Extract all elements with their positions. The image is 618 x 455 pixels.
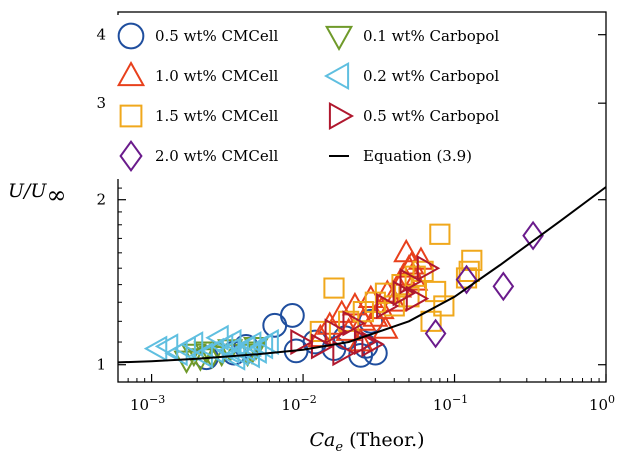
series-4 [424, 220, 544, 349]
x-axis-label: Cae (Theor.) [309, 429, 424, 455]
legend-item: 1.5 wt% CMCell [119, 104, 278, 128]
data-point [338, 310, 360, 332]
x-tick-label: 100 [589, 393, 615, 414]
legend-box [110, 15, 532, 179]
legend-item: 0.5 wt% CMCell [117, 22, 278, 50]
data-point [383, 295, 405, 317]
data-point [279, 303, 305, 328]
data-point [236, 342, 260, 369]
data-point [392, 280, 417, 307]
y-tick-label: 1 [96, 356, 106, 374]
legend-marker [119, 139, 143, 173]
data-point [424, 318, 447, 349]
legend-marker [328, 101, 355, 131]
legend-item: 0.2 wt% Carbopol [323, 61, 499, 91]
legend-item: 0.1 wt% Carbopol [324, 25, 499, 52]
data-point [255, 328, 279, 356]
legend-marker [324, 25, 354, 52]
legend-item: 2.0 wt% CMCell [119, 139, 278, 173]
data-point [405, 285, 430, 312]
legend-label: Equation (3.9) [363, 147, 472, 165]
data-point [416, 255, 441, 282]
legend-marker [119, 104, 143, 128]
y-tick-label: 3 [96, 94, 106, 112]
legend-label: 0.2 wt% Carbopol [363, 67, 499, 85]
x-tick-label: 10−3 [130, 393, 165, 414]
series-layer [143, 220, 544, 375]
data-point [361, 331, 385, 358]
y-tick-label: 2 [96, 191, 106, 209]
axes-layer [117, 11, 607, 383]
series-6 [143, 324, 279, 371]
data-point [218, 328, 242, 356]
x-tick-label: 10−1 [433, 393, 468, 414]
legend-label: 1.0 wt% CMCell [155, 67, 278, 85]
data-point [324, 318, 349, 345]
data-point [249, 333, 274, 360]
data-point [433, 295, 455, 317]
equation-line-layer [117, 186, 607, 364]
data-point [143, 335, 168, 362]
data-point [332, 340, 356, 367]
data-point [429, 223, 451, 245]
legend-label: 1.5 wt% CMCell [155, 107, 278, 125]
data-point [455, 264, 478, 295]
legend-item: 1.0 wt% CMCell [116, 60, 278, 87]
series-7 [290, 255, 441, 367]
y-tick-label: 4 [96, 26, 106, 44]
legend-label: 0.5 wt% Carbopol [363, 107, 499, 125]
legend-item: 0.5 wt% Carbopol [328, 101, 499, 131]
data-point [461, 249, 483, 271]
equation-line [117, 186, 607, 364]
legend-marker [117, 22, 145, 50]
x-tick-label: 10−2 [281, 393, 316, 414]
data-point [205, 324, 229, 351]
data-point [238, 341, 266, 365]
data-point [290, 328, 314, 356]
data-point [399, 268, 423, 295]
y-axis-label: U/U∞ [8, 180, 66, 209]
legend-label: 0.5 wt% CMCell [155, 27, 278, 45]
plot-frame [117, 11, 607, 383]
data-point [376, 292, 400, 320]
legend-marker [323, 61, 350, 91]
legend-marker [116, 60, 146, 87]
legend-label: 2.0 wt% CMCell [155, 147, 278, 165]
data-point [342, 310, 366, 337]
data-point [310, 333, 335, 360]
data-point [402, 267, 429, 291]
data-point [323, 277, 345, 299]
data-point [179, 331, 204, 358]
legend-item: Equation (3.9) [329, 147, 472, 165]
data-point [492, 271, 515, 302]
legend-label: 0.1 wt% Carbopol [363, 27, 499, 45]
legend: 0.5 wt% CMCell 1.0 wt% CMCell 1.5 wt% CMCe… [110, 15, 532, 179]
data-point [368, 295, 395, 320]
data-point [522, 220, 544, 251]
